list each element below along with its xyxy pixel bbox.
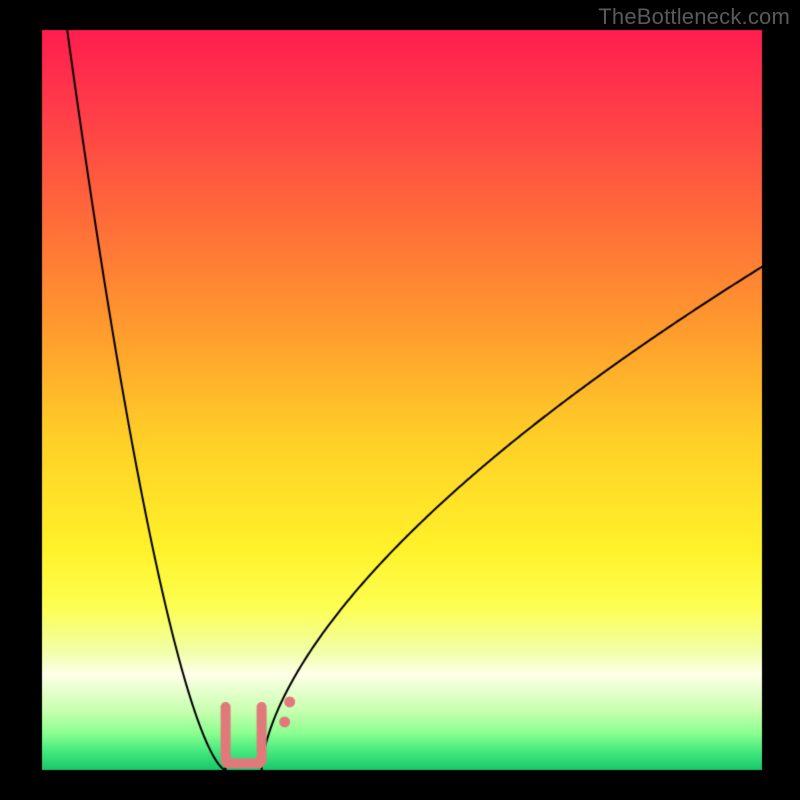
- bottleneck-chart: [0, 0, 800, 800]
- watermark-text: TheBottleneck.com: [598, 4, 790, 30]
